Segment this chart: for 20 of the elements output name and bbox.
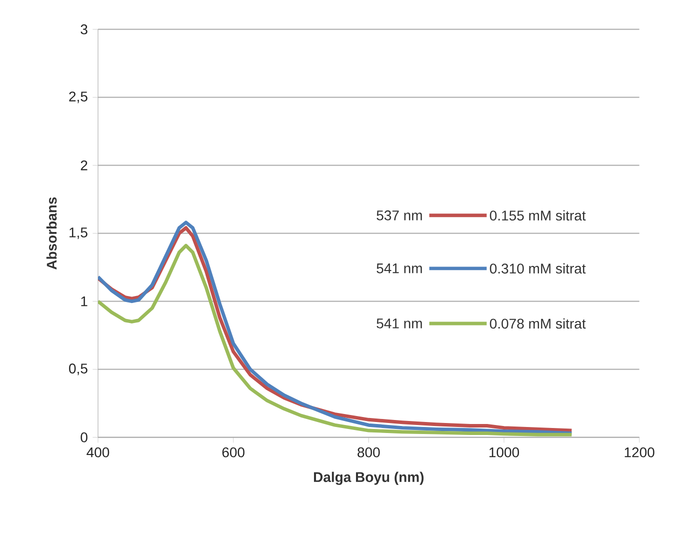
annotation: 541 nm <box>376 318 422 328</box>
annotation: 541 nm <box>376 263 422 274</box>
x-tick-label: 800 <box>358 447 380 458</box>
y-tick-label: 1 <box>81 296 88 306</box>
x-axis-title: Dalga Boyu (nm) <box>314 472 424 485</box>
legend-label: 0.155 mM sitrat <box>490 210 586 220</box>
legend-label: 0.078 mM sitrat <box>490 318 586 328</box>
legend-label: 0.310 mM sitrat <box>490 263 586 274</box>
y-axis-title: Absorbans <box>46 197 57 270</box>
x-tick-label: 400 <box>86 447 110 458</box>
y-tick-label: 1,5 <box>70 227 88 239</box>
y-tick-label: 2 <box>80 160 88 170</box>
x-tick-label: 600 <box>222 447 244 458</box>
x-tick-label: 1000 <box>489 447 520 458</box>
y-tick-label: 0 <box>80 432 88 442</box>
annotation: 537 nm <box>376 210 422 220</box>
y-tick-label: 2,5 <box>69 91 88 103</box>
x-tick-label: 1200 <box>624 447 654 458</box>
y-tick-label: 3 <box>80 24 88 34</box>
y-tick-label: 0,5 <box>69 363 88 375</box>
